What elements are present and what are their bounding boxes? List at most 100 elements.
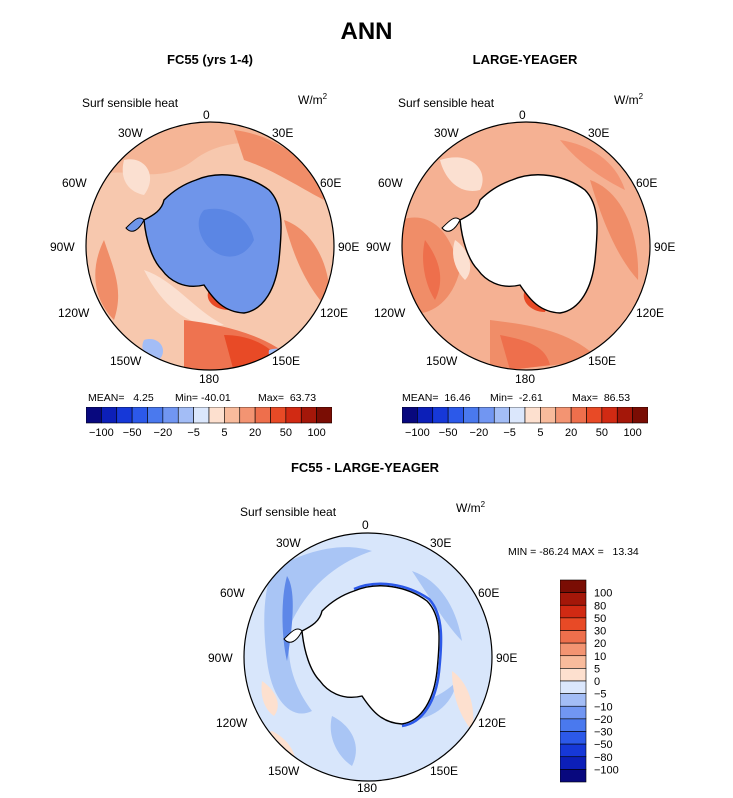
colorbar-tick-label: 50 [594, 613, 606, 625]
colorbar-swatch [560, 655, 587, 669]
colorbar-swatch [463, 407, 480, 424]
colorbar-tick-label: −50 [123, 427, 142, 439]
colorbar-swatch [478, 407, 495, 424]
colorbar-swatch [177, 407, 194, 424]
colorbar-tick-label: 100 [623, 427, 641, 439]
main-title: ANN [340, 18, 393, 45]
colorbar-tick-label: −50 [594, 739, 613, 751]
colorbar-swatch [560, 743, 587, 758]
colorbar-tick-label: −100 [594, 764, 619, 776]
panel-3-lon-0: 0 [362, 518, 369, 532]
panel-2-variable-label: Surf sensible heat [398, 96, 495, 110]
colorbar-tick-label: 5 [594, 663, 600, 675]
colorbar-swatch [560, 579, 587, 593]
panel-2-lon-90w: 90W [366, 240, 391, 254]
colorbar-tick-label: −5 [187, 427, 200, 439]
panel-3-variable-label: Surf sensible heat [240, 505, 337, 519]
colorbar-tick-label: 20 [594, 638, 606, 650]
panel-3-lon-30w: 30W [276, 536, 301, 550]
colorbar-swatch [270, 407, 287, 424]
panel-3-units: W/m2 [456, 500, 486, 515]
colorbar-swatch [616, 407, 633, 424]
panel-1-lon-30e: 30E [272, 126, 294, 140]
colorbar-swatch [560, 731, 587, 745]
panel-1-lon-0: 0 [203, 108, 210, 122]
colorbar-swatch [208, 407, 225, 424]
panel-1-max: Max= 63.73 [258, 392, 317, 404]
panel-2-lon-150e: 150E [588, 354, 617, 368]
panel-1-colorbar: −100 −50 −20 −5 5 20 50 100 [86, 407, 332, 439]
colorbar-swatch [116, 407, 133, 424]
panel-2-max: Max= 86.53 [572, 392, 631, 404]
colorbar-swatch [417, 407, 434, 424]
colorbar-tick-label: 100 [594, 588, 612, 600]
colorbar-swatch [101, 407, 118, 424]
colorbar-swatch [493, 407, 510, 424]
panel-3-title: FC55 - LARGE-YEAGER [290, 460, 440, 475]
colorbar-swatch [560, 668, 587, 682]
panel-3-minmax: MIN = -86.24 MAX = 13.34 [508, 546, 639, 558]
panel-1-polar-map [85, 121, 335, 371]
colorbar-swatch [601, 407, 618, 424]
panel-1-lon-120e: 120E [320, 306, 349, 320]
colorbar-tick-label: 20 [565, 427, 577, 439]
panel-1-lon-180: 180 [199, 372, 220, 386]
colorbar-swatch [570, 407, 587, 424]
colorbar-swatch [239, 407, 256, 424]
colorbar-swatch [560, 617, 587, 631]
panel-2-lon-60e: 60E [636, 176, 658, 190]
panel-2-title: LARGE-YEAGER [472, 52, 578, 67]
colorbar-tick-label: −100 [89, 427, 114, 439]
panel-1-lon-120w: 120W [58, 306, 90, 320]
colorbar-tick-label: 50 [596, 427, 608, 439]
colorbar-swatch [147, 407, 164, 424]
panel-3-lon-120w: 120W [216, 716, 248, 730]
colorbar-swatch [193, 407, 210, 424]
panel-2-lon-60w: 60W [378, 176, 403, 190]
panel-2-lon-0: 0 [519, 108, 526, 122]
colorbar-swatch [586, 407, 603, 424]
panel-2-lon-120e: 120E [636, 306, 665, 320]
panel-3-lon-120e: 120E [478, 716, 507, 730]
colorbar-swatch [555, 407, 572, 424]
colorbar-swatch [86, 407, 102, 424]
panel-2-units: W/m2 [614, 92, 644, 107]
colorbar-tick-label: −30 [594, 727, 613, 739]
colorbar-tick-label: −100 [405, 427, 430, 439]
colorbar-swatch [560, 630, 587, 644]
colorbar-tick-label: 50 [280, 427, 292, 439]
panel-3-lon-60w: 60W [220, 586, 245, 600]
colorbar-tick-label: −20 [470, 427, 489, 439]
panel-2-lon-30e: 30E [588, 126, 610, 140]
panel-3-polar-map [243, 532, 493, 782]
colorbar-swatch [560, 642, 587, 657]
panel-2-lon-90e: 90E [654, 240, 676, 254]
colorbar-tick-label: 30 [594, 626, 606, 638]
panel-2-lon-30w: 30W [434, 126, 459, 140]
colorbar-tick-label: −20 [154, 427, 173, 439]
colorbar-swatch [300, 407, 317, 424]
panel-2-colorbar: −100 −50 −20 −5 5 20 50 100 [402, 407, 648, 439]
panel-2-lon-180: 180 [515, 372, 536, 386]
colorbar-swatch [560, 756, 587, 770]
panel-1-lon-90e: 90E [338, 240, 360, 254]
colorbar-swatch [524, 407, 541, 424]
colorbar-swatch [560, 680, 587, 694]
colorbar-swatch [560, 718, 587, 732]
colorbar-swatch [131, 407, 148, 424]
panel-2-polar-map [401, 121, 651, 371]
colorbar-swatch [224, 407, 241, 424]
panel-1-lon-90w: 90W [50, 240, 75, 254]
colorbar-swatch [509, 407, 526, 424]
panel-1-lon-60e: 60E [320, 176, 342, 190]
panel-3-lon-60e: 60E [478, 586, 500, 600]
colorbar-tick-label: 5 [221, 427, 227, 439]
colorbar-tick-label: −80 [594, 752, 613, 764]
colorbar-tick-label: −5 [594, 689, 607, 701]
panel-3-lon-30e: 30E [430, 536, 452, 550]
colorbar-tick-label: 5 [537, 427, 543, 439]
panel-1-min: Min= -40.01 [175, 392, 231, 404]
panel-3-lon-180: 180 [357, 781, 378, 795]
colorbar-swatch [316, 407, 332, 424]
panel-2-mean: MEAN= 16.46 [402, 392, 471, 404]
